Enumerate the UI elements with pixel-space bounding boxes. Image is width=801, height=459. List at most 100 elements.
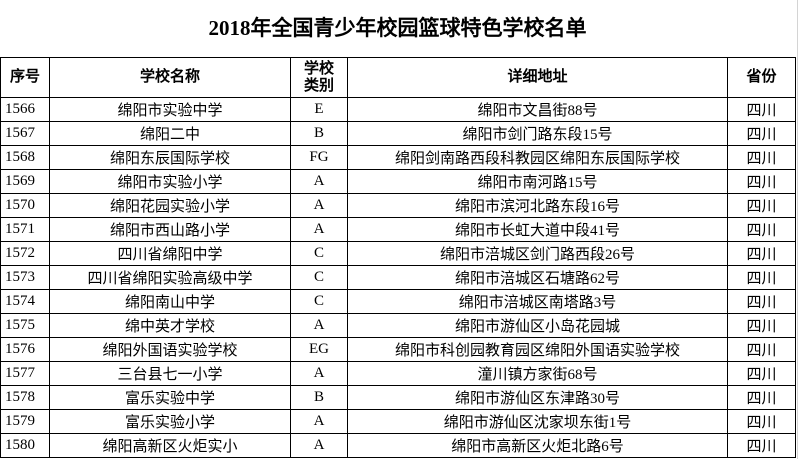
cell-index: 1572: [0, 241, 50, 266]
cell-province: 四川: [727, 289, 796, 314]
cell-province: 四川: [727, 385, 796, 410]
header-province: 省份: [727, 57, 796, 98]
cell-address: 绵阳剑南路西段科教园区绵阳东辰国际学校: [347, 145, 728, 170]
cell-province: 四川: [727, 361, 796, 386]
cell-address: 绵阳市科创园教育园区绵阳外国语实验学校: [347, 337, 728, 362]
cell-address: 绵阳市游仙区沈家坝东街1号: [347, 409, 728, 434]
cell-address: 绵阳市滨河北路东段16号: [347, 193, 728, 218]
cell-province: 四川: [727, 121, 796, 146]
cell-name: 三台县七一小学: [49, 361, 291, 386]
cell-index: 1571: [0, 217, 50, 242]
table-row: 1576 绵阳外国语实验学校 EG 绵阳市科创园教育园区绵阳外国语实验学校 四川: [0, 337, 796, 362]
table-row: 1575 绵中英才学校 A 绵阳市游仙区小岛花园城 四川: [0, 313, 796, 338]
cell-name: 绵阳外国语实验学校: [49, 337, 291, 362]
cell-province: 四川: [727, 97, 796, 122]
cell-name: 绵阳市西山路小学: [49, 217, 291, 242]
header-row: 序号 学校名称 学校 类别 详细地址 省份: [0, 57, 796, 98]
cell-name: 绵阳南山中学: [49, 289, 291, 314]
cell-address: 绵阳市涪城区南塔路3号: [347, 289, 728, 314]
cell-name: 绵阳市实验小学: [49, 169, 291, 194]
header-address: 详细地址: [347, 57, 728, 98]
cell-address: 绵阳市涪城区石塘路62号: [347, 265, 728, 290]
table-row: 1569 绵阳市实验小学 A 绵阳市南河路15号 四川: [0, 169, 796, 194]
cell-index: 1575: [0, 313, 50, 338]
table-row: 1568 绵阳东辰国际学校 FG 绵阳剑南路西段科教园区绵阳东辰国际学校 四川: [0, 145, 796, 170]
cell-address: 绵阳市南河路15号: [347, 169, 728, 194]
header-name: 学校名称: [49, 57, 291, 98]
cell-name: 富乐实验中学: [49, 385, 291, 410]
header-category: 学校 类别: [290, 57, 348, 98]
cell-index: 1576: [0, 337, 50, 362]
cell-index: 1577: [0, 361, 50, 386]
table-row: 1567 绵阳二中 B 绵阳市剑门路东段15号 四川: [0, 121, 796, 146]
table-row: 1579 富乐实验小学 A 绵阳市游仙区沈家坝东街1号 四川: [0, 409, 796, 434]
cell-name: 绵阳二中: [49, 121, 291, 146]
header-category-line1: 学校: [303, 60, 334, 77]
cell-name: 绵阳高新区火炬实小: [49, 433, 291, 458]
cell-index: 1579: [0, 409, 50, 434]
cell-address: 潼川镇方家街68号: [347, 361, 728, 386]
table-row: 1571 绵阳市西山路小学 A 绵阳市长虹大道中段41号 四川: [0, 217, 796, 242]
cell-category: FG: [290, 145, 348, 170]
cell-name: 绵阳东辰国际学校: [49, 145, 291, 170]
page-title: 2018年全国青少年校园篮球特色学校名单: [208, 16, 587, 40]
cell-index: 1570: [0, 193, 50, 218]
cell-category: C: [290, 241, 348, 266]
cell-category: B: [290, 385, 348, 410]
cell-address: 绵阳市游仙区小岛花园城: [347, 313, 728, 338]
cell-index: 1574: [0, 289, 50, 314]
cell-province: 四川: [727, 313, 796, 338]
cell-province: 四川: [727, 241, 796, 266]
cell-category: A: [290, 433, 348, 458]
cell-address: 绵阳市文昌街88号: [347, 97, 728, 122]
cell-category: A: [290, 169, 348, 194]
cell-province: 四川: [727, 193, 796, 218]
cell-province: 四川: [727, 433, 796, 458]
cell-category: A: [290, 193, 348, 218]
cell-address: 绵阳市涪城区剑门路西段26号: [347, 241, 728, 266]
table-row: 1580 绵阳高新区火炬实小 A 绵阳市高新区火炬北路6号 四川: [0, 433, 796, 458]
cell-index: 1578: [0, 385, 50, 410]
table-row: 1573 四川省绵阳实验高级中学 C 绵阳市涪城区石塘路62号 四川: [0, 265, 796, 290]
cell-category: A: [290, 361, 348, 386]
cell-address: 绵阳市剑门路东段15号: [347, 121, 728, 146]
table-row: 1566 绵阳市实验中学 E 绵阳市文昌街88号 四川: [0, 97, 796, 122]
table-row: 1570 绵阳花园实验小学 A 绵阳市滨河北路东段16号 四川: [0, 193, 796, 218]
cell-category: A: [290, 217, 348, 242]
table-row: 1577 三台县七一小学 A 潼川镇方家街68号 四川: [0, 361, 796, 386]
table-row: 1578 富乐实验中学 B 绵阳市游仙区东津路30号 四川: [0, 385, 796, 410]
cell-category: A: [290, 313, 348, 338]
cell-category: C: [290, 265, 348, 290]
cell-province: 四川: [727, 145, 796, 170]
cell-category: A: [290, 409, 348, 434]
cell-category: EG: [290, 337, 348, 362]
cell-name: 四川省绵阳中学: [49, 241, 291, 266]
cell-province: 四川: [727, 409, 796, 434]
cell-name: 富乐实验小学: [49, 409, 291, 434]
cell-index: 1566: [0, 97, 50, 122]
cell-address: 绵阳市游仙区东津路30号: [347, 385, 728, 410]
cell-province: 四川: [727, 337, 796, 362]
cell-category: E: [290, 97, 348, 122]
cell-address: 绵阳市高新区火炬北路6号: [347, 433, 728, 458]
cell-address: 绵阳市长虹大道中段41号: [347, 217, 728, 242]
cell-index: 1567: [0, 121, 50, 146]
header-category-line2: 类别: [303, 77, 334, 94]
table-row: 1572 四川省绵阳中学 C 绵阳市涪城区剑门路西段26号 四川: [0, 241, 796, 266]
spreadsheet-gridline: [797, 0, 801, 459]
cell-index: 1568: [0, 145, 50, 170]
cell-index: 1580: [0, 433, 50, 458]
table-row: 1574 绵阳南山中学 C 绵阳市涪城区南塔路3号 四川: [0, 289, 796, 314]
cell-category: B: [290, 121, 348, 146]
cell-name: 四川省绵阳实验高级中学: [49, 265, 291, 290]
school-table: 序号 学校名称 学校 类别 详细地址 省份 1566 绵阳市实验中学 E 绵阳市文昌街8…: [0, 57, 796, 458]
cell-name: 绵中英才学校: [49, 313, 291, 338]
header-index: 序号: [0, 57, 50, 98]
cell-province: 四川: [727, 265, 796, 290]
cell-index: 1569: [0, 169, 50, 194]
cell-name: 绵阳花园实验小学: [49, 193, 291, 218]
cell-category: C: [290, 289, 348, 314]
cell-province: 四川: [727, 169, 796, 194]
cell-index: 1573: [0, 265, 50, 290]
cell-name: 绵阳市实验中学: [49, 97, 291, 122]
